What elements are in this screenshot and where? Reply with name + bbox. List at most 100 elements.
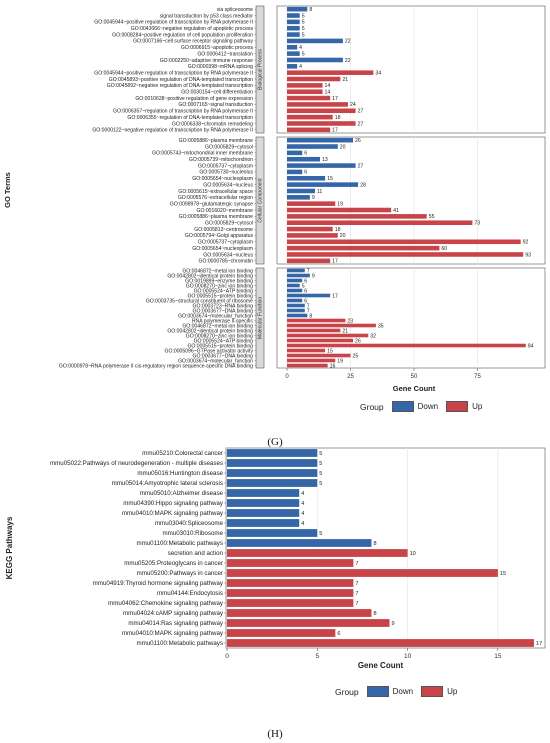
bar [287,64,298,69]
facet-panel [276,5,546,134]
bar [287,163,356,168]
bar [287,353,351,358]
category-label: GO:0005886~plasma membrane [179,138,253,144]
bar [287,89,323,95]
bar [227,469,318,477]
data-label: 18 [335,227,341,233]
data-label: 60 [441,246,447,252]
data-label: 25 [353,353,359,359]
legend-label-up: Up [447,687,458,696]
data-label: 22 [345,58,351,64]
category-label: secretion and action [168,550,224,557]
category-label: GO:0045893~positive regulation of DNA-te… [109,77,253,83]
bar [287,226,333,232]
data-label: 14 [325,83,331,89]
go-legend: Group Down Up [360,401,490,412]
data-label: 41 [393,208,399,214]
data-label: 4 [301,521,304,527]
data-label: 15 [500,571,506,577]
data-label: 9 [312,273,315,279]
data-label: 16 [330,363,336,369]
data-label: 5 [302,32,305,38]
legend-swatch-up [446,401,469,412]
category-label: GO:0046872~metal ion binding [182,268,253,274]
x-tick-label: 15 [494,653,502,660]
legend-label-down: Down [392,687,414,696]
data-label: 7 [355,591,358,597]
bar [287,32,300,37]
bar [287,363,328,368]
category-label: GO:0005615~extracellular space [178,189,253,195]
data-label: 8 [309,7,312,13]
bar [227,559,354,567]
category-label: mmu04919:Thyroid hormone signaling pathw… [93,580,224,587]
bar [227,529,318,537]
data-label: 19 [337,201,343,207]
data-label: 7 [355,601,358,607]
category-label: GO:0042802~identical protein binding [167,328,253,334]
data-label: 4 [301,491,304,497]
category-label: GO:0005886~plasma membrane [179,214,253,220]
category-label: GO:0016020~membrane [197,208,254,214]
category-label: GO:0000122~negative regulation of transc… [92,128,253,134]
category-label: GO:0000785~chromatin [198,259,253,265]
data-label: 4 [299,45,302,51]
category-label: GO:0005794~Golgi apparatus [185,233,254,239]
data-label: 27 [358,109,364,115]
category-label: RNA polymerase II-specific [192,318,254,324]
data-label: 94 [528,343,534,349]
data-label: 7 [307,308,310,314]
bar [227,569,498,577]
category-label: GO:0006357~regulation of transcription b… [113,109,253,115]
bar [287,169,303,175]
bar [287,358,336,363]
legend-swatch-down [391,401,414,412]
category-label: GO:0005524~ATP binding [194,288,254,294]
bar [227,459,318,467]
facet-panel [276,136,546,265]
category-label: GO:0005654~nucleoplasm [192,246,253,252]
bar [227,609,372,617]
kegg-legend: Group Down Up [335,686,465,697]
bar [287,121,356,126]
data-label: 9 [312,195,315,201]
panel-label-h: (H) [267,728,283,740]
bar [287,293,331,298]
x-tick-label: 0 [285,374,289,380]
data-label: 24 [350,102,356,108]
facet-strip-label: Biological Process [257,49,263,90]
x-tick-label: 0 [225,653,229,660]
y-axis-title: KEGG Pathways [5,516,14,579]
x-tick-label: 25 [347,374,354,380]
bar [227,629,336,637]
bar [287,150,303,156]
data-label: 15 [327,176,333,182]
bar [287,102,348,107]
bar [287,57,343,63]
category-label: GO:0008270~zinc ion binding [186,333,253,339]
data-label: 4 [299,64,302,70]
bar [287,288,303,293]
data-label: 15 [327,348,333,354]
category-label: GO:0005096~GTPase activator activity [165,348,254,354]
category-label: GO:0006355~regulation of DNA-templated t… [127,115,253,121]
category-label: mmu05010:Alzheimer disease [140,490,224,497]
category-label: GO:0046872~metal ion binding [182,323,253,329]
bar [287,268,305,273]
bar [287,137,354,143]
bar [287,156,321,162]
category-label: GO:0008284~positive regulation of cell p… [112,32,253,38]
category-label: GO:0010628~positive regulation of gene e… [135,96,253,102]
data-label: 73 [474,221,480,227]
category-label: GO:0005524~ATP binding [194,338,254,344]
data-label: 5 [302,20,305,26]
bar [287,278,303,283]
bar [287,76,341,82]
category-label: GO:0005515~protein binding [187,343,253,349]
data-label: 93 [525,252,531,258]
data-label: 32 [370,333,376,339]
data-label: 5 [319,481,322,487]
category-label: GO:0008270~zinc ion binding [186,283,253,289]
bar [287,207,392,213]
bar [287,201,336,206]
